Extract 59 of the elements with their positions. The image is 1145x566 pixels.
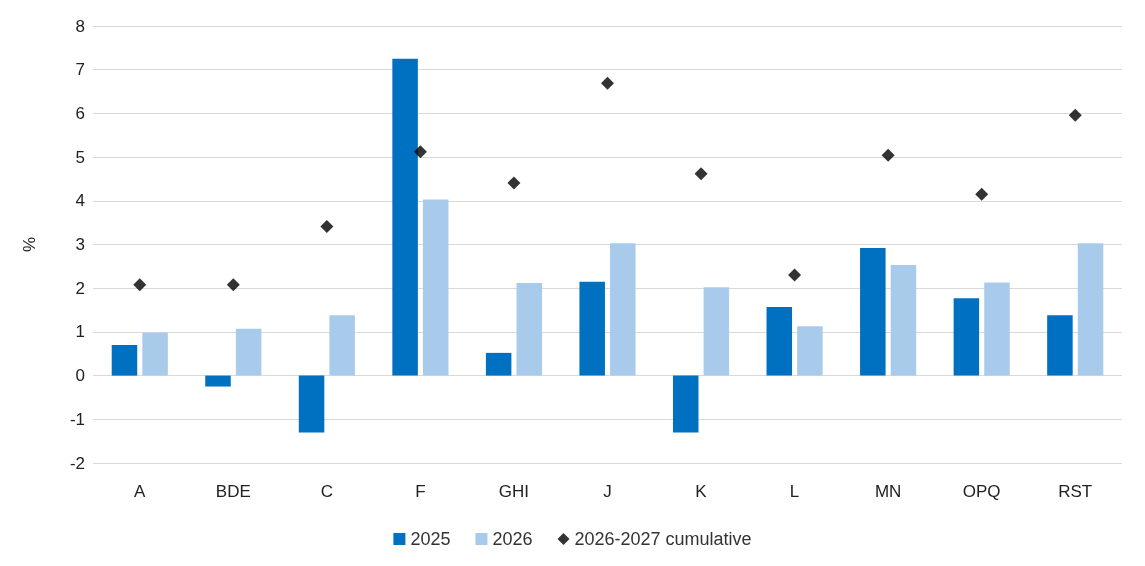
bar <box>422 199 449 376</box>
point <box>413 145 427 159</box>
bar <box>984 282 1010 376</box>
y-tick-label: 4 <box>75 191 85 211</box>
y-tick-label: -2 <box>69 453 85 473</box>
point <box>1068 108 1082 122</box>
x-tick-label: J <box>603 482 612 501</box>
y-tick-label: 7 <box>75 60 85 80</box>
x-tick-label: F <box>415 482 426 501</box>
bar <box>703 287 730 376</box>
x-tick-label: BDE <box>215 482 251 501</box>
x-tick-label: L <box>789 482 800 501</box>
bar <box>797 326 823 376</box>
point <box>788 268 802 282</box>
bar <box>860 248 886 376</box>
bar <box>890 265 917 376</box>
point <box>226 278 240 292</box>
point <box>320 220 334 234</box>
bar <box>392 58 418 376</box>
x-tick-label: A <box>134 482 147 501</box>
x-tick-label: OPQ <box>962 482 1001 501</box>
bar <box>516 282 543 376</box>
bar <box>205 375 231 387</box>
x-tick-label: K <box>695 482 708 501</box>
bar <box>329 315 355 376</box>
point <box>507 176 521 190</box>
bar <box>235 328 262 376</box>
bar <box>610 243 636 376</box>
x-tick-label: MN <box>874 482 902 501</box>
bar <box>766 306 793 376</box>
bar <box>485 352 512 376</box>
x-tick-label: C <box>320 482 333 501</box>
y-tick-label: 5 <box>75 147 85 167</box>
x-tick-label: RST <box>1058 482 1093 501</box>
legend-label: 2025 <box>410 529 451 549</box>
point <box>601 76 614 90</box>
bar <box>142 332 168 376</box>
point <box>133 278 147 292</box>
y-tick-label: 3 <box>75 235 85 254</box>
bar <box>579 281 605 376</box>
bar <box>672 375 699 433</box>
point <box>975 187 989 201</box>
bar <box>111 345 138 376</box>
y-tick-label: 2 <box>75 278 85 298</box>
legend-label: 2026-2027 cumulative <box>574 529 752 549</box>
y-tick-label: -1 <box>69 409 85 429</box>
y-tick-label: 1 <box>75 322 85 342</box>
point <box>694 167 708 181</box>
y-tick-label: 8 <box>75 16 85 36</box>
legend-label: 2026 <box>492 529 533 549</box>
y-tick-label: 6 <box>75 103 85 123</box>
bar <box>953 298 980 376</box>
x-tick-label: GHI <box>498 482 530 501</box>
bar <box>298 375 325 433</box>
bar <box>1047 315 1073 376</box>
bar <box>1077 243 1104 376</box>
y-tick-label: 0 <box>75 366 85 386</box>
y-axis-title: % <box>20 236 39 253</box>
point <box>881 148 895 162</box>
